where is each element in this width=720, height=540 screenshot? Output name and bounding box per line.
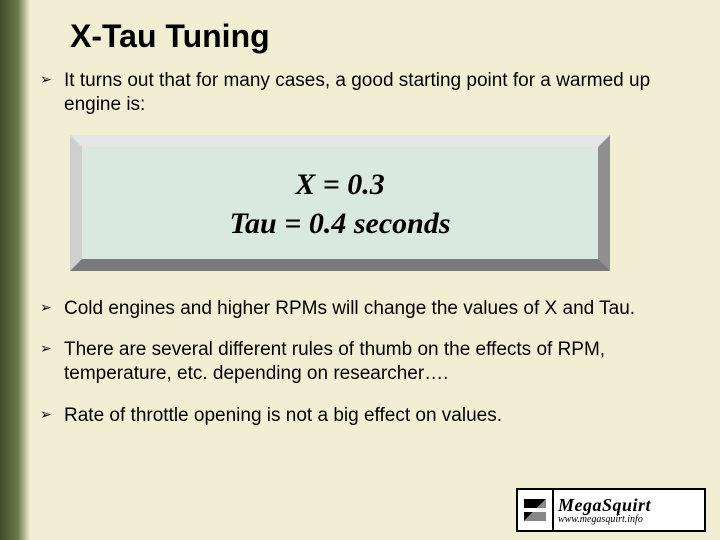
callout-line-1: X = 0.3	[102, 165, 578, 204]
bullet-text: Cold engines and higher RPMs will change…	[64, 298, 635, 319]
slide-content: X-Tau Tuning It turns out that for many …	[40, 18, 700, 446]
callout-inner: X = 0.3 Tau = 0.4 seconds	[70, 135, 610, 271]
bullet-text: It turns out that for many cases, a good…	[64, 70, 650, 115]
logo-badge: MegaSquirt www.megasquirt.info	[516, 488, 706, 532]
slide-title: X-Tau Tuning	[70, 18, 700, 55]
logo-icon	[518, 490, 554, 530]
bullet-item: There are several different rules of thu…	[40, 338, 700, 386]
logo-main-text: MegaSquirt	[558, 496, 704, 514]
left-accent-bar	[0, 0, 30, 540]
bullet-text: Rate of throttle opening is not a big ef…	[64, 405, 502, 426]
bullet-item: It turns out that for many cases, a good…	[40, 69, 700, 117]
callout-box: X = 0.3 Tau = 0.4 seconds	[70, 135, 610, 271]
callout-line-2: Tau = 0.4 seconds	[102, 204, 578, 243]
logo-sub-text: www.megasquirt.info	[558, 515, 704, 525]
bullet-item: Cold engines and higher RPMs will change…	[40, 297, 700, 321]
bullet-text: There are several different rules of thu…	[64, 339, 605, 384]
bullet-list-lower: Cold engines and higher RPMs will change…	[40, 297, 700, 428]
bullet-item: Rate of throttle opening is not a big ef…	[40, 404, 700, 428]
bullet-list: It turns out that for many cases, a good…	[40, 69, 700, 117]
logo-text: MegaSquirt www.megasquirt.info	[554, 490, 704, 530]
